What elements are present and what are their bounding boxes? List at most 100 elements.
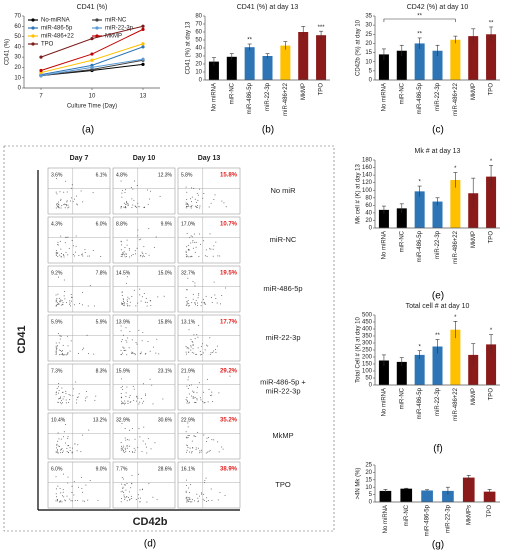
quadrant-percent: 22.9% xyxy=(181,417,196,423)
event-dot xyxy=(65,424,67,426)
event-dot xyxy=(192,240,194,242)
event-dot xyxy=(185,490,187,492)
bar xyxy=(316,35,327,80)
y-tick-label: 5 xyxy=(369,492,373,498)
event-dot xyxy=(143,255,145,257)
event-dot xyxy=(122,449,124,451)
event-dot xyxy=(202,401,204,403)
event-dot xyxy=(120,449,122,451)
event-dot xyxy=(215,241,217,243)
event-dot xyxy=(69,350,71,352)
event-dot xyxy=(146,189,148,191)
event-dot xyxy=(198,188,200,190)
quadrant-percent: 21.9% xyxy=(181,368,196,374)
event-dot xyxy=(76,203,78,205)
y-tick-label: 350 xyxy=(362,334,373,340)
event-dot xyxy=(123,496,125,498)
event-dot xyxy=(192,293,194,295)
y-tick-label: 10 xyxy=(195,70,202,76)
event-dot xyxy=(66,402,68,404)
event-dot xyxy=(60,492,62,494)
legend-label: TPO xyxy=(41,42,54,48)
event-dot xyxy=(131,482,133,484)
event-dot xyxy=(143,426,145,428)
event-dot xyxy=(60,235,62,237)
event-dot xyxy=(139,255,141,257)
event-dot xyxy=(59,301,61,303)
event-dot xyxy=(128,445,130,447)
event-dot xyxy=(212,248,214,250)
event-dot xyxy=(85,390,87,392)
event-dot xyxy=(56,303,58,305)
event-dot xyxy=(210,248,212,250)
bar xyxy=(414,191,425,228)
event-dot xyxy=(209,450,211,452)
event-dot xyxy=(68,452,70,454)
event-dot xyxy=(55,476,57,478)
event-dot xyxy=(191,499,193,501)
quadrant-percent: 10.7% xyxy=(220,222,238,228)
event-dot xyxy=(187,436,189,438)
event-dot xyxy=(67,437,69,439)
legend-label: miR-22-3p xyxy=(105,26,134,32)
event-dot xyxy=(60,350,62,352)
event-dot xyxy=(192,241,194,243)
event-dot xyxy=(187,299,189,301)
event-dot xyxy=(77,499,79,501)
event-dot xyxy=(190,345,192,347)
event-dot xyxy=(62,489,64,491)
event-dot xyxy=(192,341,194,343)
event-dot xyxy=(121,498,123,500)
event-dot xyxy=(85,484,87,486)
event-dot xyxy=(62,302,64,304)
event-dot xyxy=(132,352,134,354)
event-dot xyxy=(197,501,199,503)
event-dot xyxy=(97,499,99,501)
event-dot xyxy=(86,396,88,398)
event-dot xyxy=(64,499,66,501)
event-dot xyxy=(153,346,155,348)
event-dot xyxy=(121,448,123,450)
bar xyxy=(298,32,309,80)
event-dot xyxy=(120,249,122,251)
event-dot xyxy=(208,389,210,391)
event-dot xyxy=(199,350,201,352)
event-dot xyxy=(196,207,198,209)
event-dot xyxy=(62,436,64,438)
event-dot xyxy=(70,294,72,296)
event-dot xyxy=(121,196,123,198)
event-dot xyxy=(131,474,133,476)
y-tick-label: 160 xyxy=(362,165,373,171)
event-dot xyxy=(191,196,193,198)
legend-marker xyxy=(95,26,99,30)
event-dot xyxy=(212,350,214,352)
quadrant-percent: 8.8% xyxy=(116,221,128,227)
event-dot xyxy=(189,256,191,258)
event-dot xyxy=(127,337,129,339)
x-tick-label: miR-22-3p xyxy=(445,504,451,533)
flow-plot xyxy=(112,167,176,215)
row-label: miR-486-5p xyxy=(263,284,302,293)
event-dot xyxy=(195,246,197,248)
event-dot xyxy=(77,353,79,355)
axis-arrow xyxy=(37,170,240,511)
event-dot xyxy=(203,434,205,436)
event-dot xyxy=(121,339,123,341)
y-tick-label: 60 xyxy=(195,30,202,36)
event-dot xyxy=(121,255,123,257)
event-dot xyxy=(188,401,190,403)
event-dot xyxy=(81,487,83,489)
legend-marker xyxy=(31,18,35,22)
event-dot xyxy=(152,403,154,405)
flow-plot xyxy=(112,216,176,264)
y-tick-label: 40 xyxy=(195,46,202,52)
event-dot xyxy=(204,479,206,481)
event-dot xyxy=(55,346,57,348)
y-tick-label: 40 xyxy=(14,44,21,50)
event-dot xyxy=(192,348,194,350)
event-dot xyxy=(202,352,204,354)
event-dot xyxy=(190,338,192,340)
event-dot xyxy=(188,249,190,251)
event-dot xyxy=(196,398,198,400)
